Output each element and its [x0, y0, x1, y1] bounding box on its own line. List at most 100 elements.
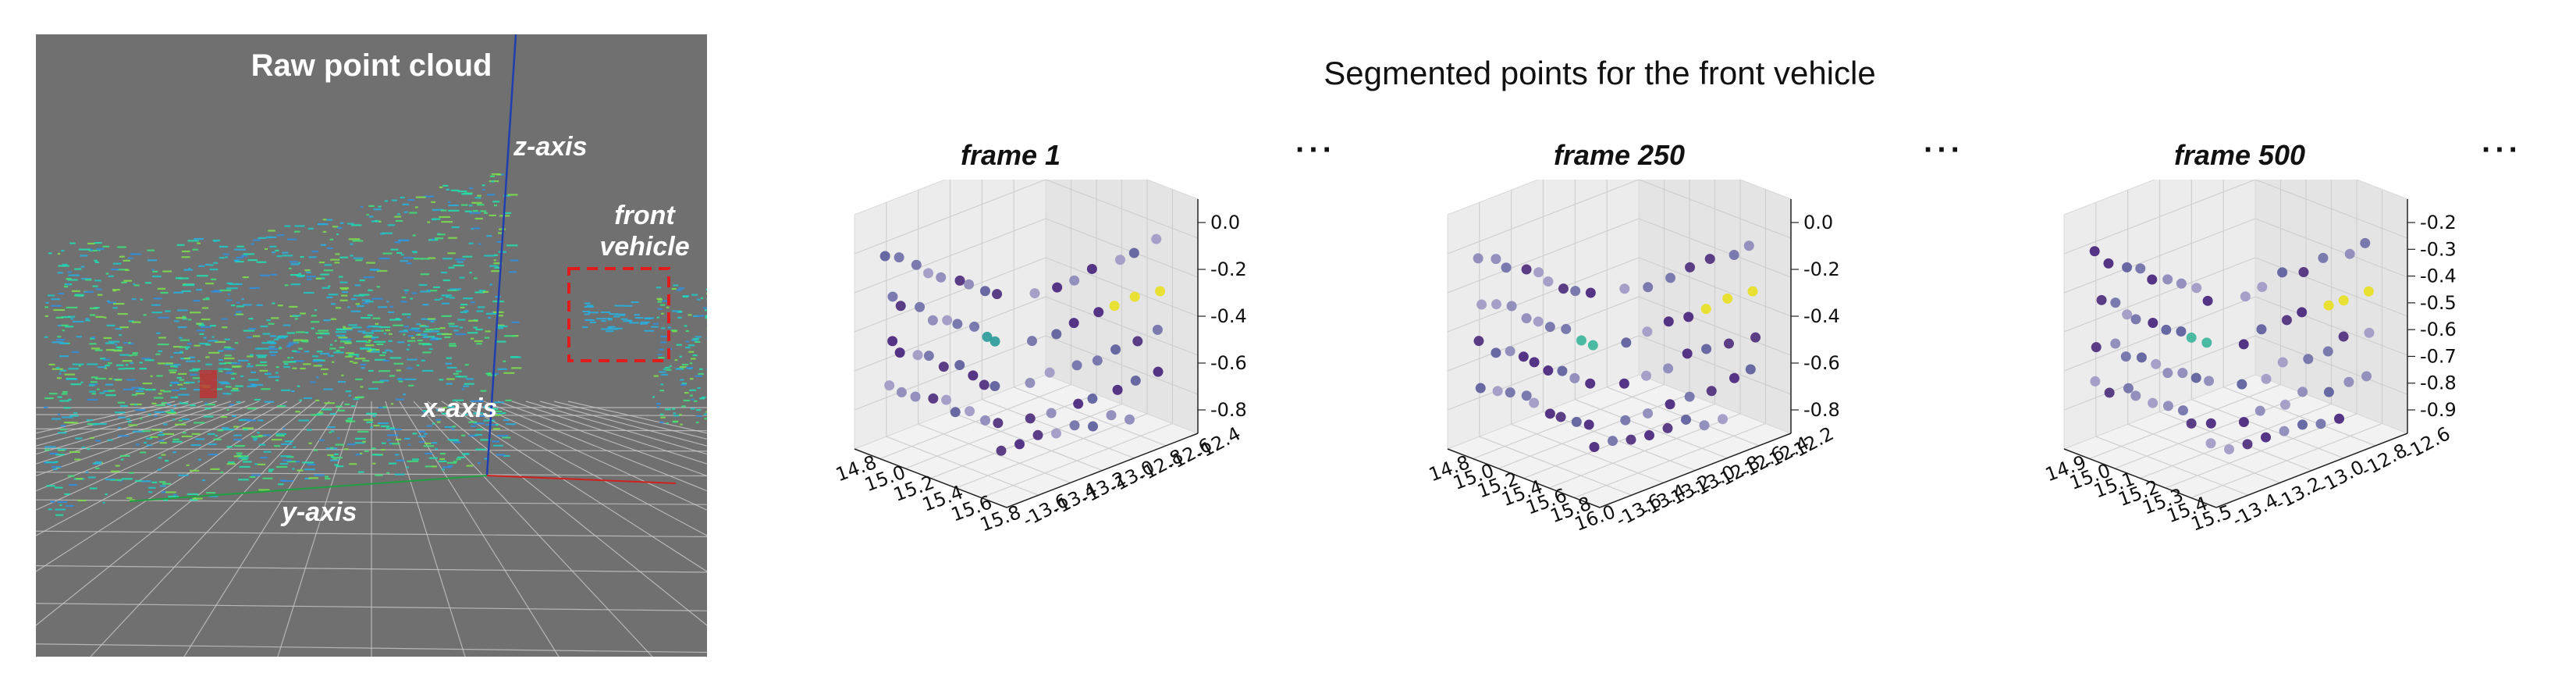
scatter-point: [928, 393, 939, 404]
scatter-point: [952, 319, 963, 329]
lidar-point: [226, 393, 232, 395]
lidar-point: [329, 344, 333, 346]
lidar-point: [706, 318, 707, 321]
lidar-point: [696, 415, 702, 417]
lidar-point: [85, 471, 89, 473]
scatter-point: [2338, 331, 2349, 342]
lidar-point: [464, 255, 473, 258]
lidar-point: [115, 344, 118, 346]
lidar-point: [334, 453, 339, 455]
vehicle-point: [624, 305, 633, 307]
vehicle-point: [634, 314, 640, 316]
lidar-point: [159, 485, 166, 487]
grid-line: [469, 401, 707, 511]
scatter-point: [954, 275, 965, 286]
scatter-point: [1521, 390, 1532, 401]
lidar-point: [119, 326, 129, 329]
lidar-point: [489, 175, 496, 177]
lidar-point: [350, 310, 361, 312]
lidar-point: [247, 355, 254, 358]
lidar-point: [368, 369, 374, 372]
lidar-point: [360, 363, 367, 365]
lidar-point: [705, 288, 707, 290]
lidar-point: [705, 292, 707, 294]
scatter-point: [2148, 397, 2159, 408]
lidar-point: [169, 384, 172, 386]
lidar-point: [503, 372, 515, 374]
scatter-point: [2364, 327, 2375, 338]
lidar-point: [389, 305, 393, 308]
lidar-point: [99, 392, 105, 394]
lidar-point: [677, 310, 683, 312]
ellipsis-3: ···: [2482, 133, 2522, 167]
lidar-point: [317, 337, 323, 339]
lidar-point: [365, 301, 374, 303]
scatter-point: [2186, 332, 2197, 343]
lidar-point: [406, 466, 409, 468]
raw-point-cloud-panel: Raw point cloud z-axis x-axis y-axis fro…: [36, 34, 707, 657]
lidar-point: [179, 337, 183, 339]
lidar-point: [394, 215, 402, 218]
scatter-point: [1585, 378, 1596, 389]
scatter-point: [979, 286, 990, 297]
lidar-point: [62, 263, 68, 266]
lidar-point: [110, 479, 122, 481]
lidar-point: [371, 329, 382, 332]
lidar-point: [57, 500, 67, 504]
lidar-point: [403, 257, 414, 259]
lidar-point: [432, 208, 444, 211]
scatter-point: [2344, 248, 2355, 259]
scatter-point: [954, 360, 965, 371]
lidar-point: [151, 402, 157, 404]
lidar-point: [416, 364, 420, 367]
lidar-point: [269, 335, 277, 337]
front-vehicle-label: front vehicle: [555, 200, 707, 262]
lidar-point: [127, 421, 132, 423]
lidar-point: [55, 367, 60, 369]
scatter-point: [1745, 364, 1756, 375]
scatter-point: [964, 279, 975, 290]
lidar-point: [258, 356, 266, 358]
lidar-point: [404, 437, 410, 440]
lidar-point: [439, 379, 444, 381]
vehicle-point: [629, 322, 639, 324]
lidar-point: [81, 278, 92, 280]
lidar-point: [372, 348, 376, 351]
lidar-point: [275, 366, 279, 369]
scatter-point: [2303, 354, 2314, 365]
lidar-point: [188, 356, 195, 358]
lidar-point: [306, 276, 317, 278]
lidar-point: [704, 309, 707, 312]
scatter-point: [1491, 347, 1501, 358]
lidar-point: [314, 308, 317, 312]
lidar-point: [67, 315, 76, 318]
lidar-point: [675, 368, 683, 370]
scatter-point: [894, 347, 905, 358]
lidar-point: [223, 348, 235, 351]
vehicle-point: [589, 321, 597, 323]
lidar-point: [158, 433, 165, 436]
lidar-point: [307, 463, 316, 465]
lidar-point: [272, 251, 275, 254]
lidar-point: [123, 341, 127, 344]
lidar-point: [669, 365, 672, 367]
lidar-point: [679, 365, 687, 369]
lidar-point: [482, 405, 488, 408]
lidar-point: [178, 394, 190, 396]
lidar-point: [286, 332, 296, 334]
lidar-point: [475, 328, 483, 331]
lidar-point: [201, 326, 211, 328]
lidar-point: [405, 378, 417, 381]
lidar-point: [441, 468, 446, 471]
scatter-point: [1029, 288, 1040, 299]
lidar-point: [213, 290, 220, 292]
lidar-point: [184, 381, 195, 384]
lidar-point: [204, 404, 215, 406]
lidar-point: [445, 296, 449, 298]
lidar-point: [344, 342, 352, 344]
lidar-point: [260, 325, 268, 328]
lidar-point: [222, 253, 230, 255]
lidar-point: [295, 351, 300, 353]
lidar-point: [432, 422, 435, 425]
lidar-point: [407, 460, 419, 462]
